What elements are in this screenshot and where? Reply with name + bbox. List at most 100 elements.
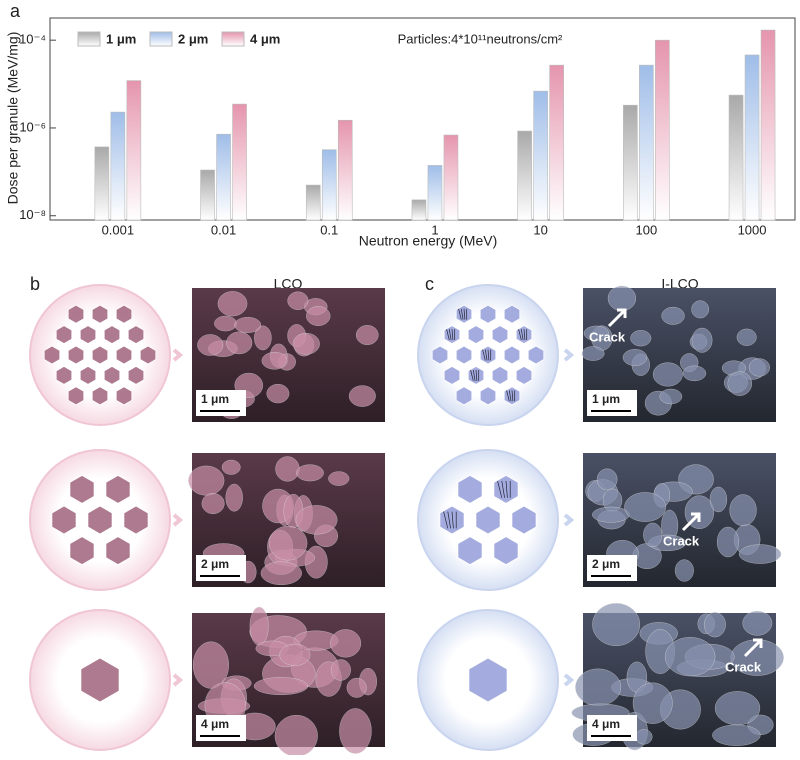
legend-swatch [149, 31, 173, 47]
sem-grain [260, 561, 302, 586]
particle [91, 345, 109, 365]
sem-grain [607, 285, 637, 312]
sem-grain [716, 526, 740, 558]
arrow-chevron [172, 348, 184, 362]
scale-bar-label: 2 μm [592, 557, 620, 571]
particle [127, 325, 145, 345]
particle [139, 345, 157, 365]
x-tick-label: 10 [533, 222, 547, 237]
particle [91, 386, 109, 406]
arrow-chevron [563, 673, 575, 687]
legend-label: 1 μm [106, 31, 136, 46]
sem-grain [592, 506, 630, 523]
particle [67, 304, 85, 324]
sem-grain [192, 641, 230, 689]
plot-frame [49, 17, 796, 221]
y-tick-label: 10⁻⁶ [19, 119, 46, 134]
bar [427, 165, 443, 221]
crack [463, 308, 466, 320]
sem-grain [659, 388, 683, 405]
crack-label: Crack [589, 329, 626, 344]
crack-arrow [681, 512, 701, 532]
y-axis-label: Dose per granule (MeV/mg) [5, 32, 21, 205]
sem-grain [736, 328, 757, 346]
crack [487, 349, 490, 361]
bar [232, 103, 247, 221]
crack [443, 511, 449, 529]
panel-label: a [10, 1, 21, 21]
particle [105, 474, 131, 504]
sem-grain [581, 346, 605, 361]
bar [728, 94, 744, 221]
crack-arrow [743, 638, 763, 658]
sem-grain [691, 300, 710, 319]
sem-grain [664, 637, 716, 677]
bar [533, 90, 548, 221]
bar [337, 119, 353, 221]
x-tick-label: 0.01 [211, 222, 236, 237]
crack [497, 480, 503, 498]
crack [472, 369, 476, 381]
crack [447, 511, 451, 529]
crack-label: Crack [725, 659, 762, 674]
particle [439, 505, 465, 535]
particle [503, 386, 521, 406]
sem-grain [714, 691, 761, 726]
sem-grain [703, 612, 726, 638]
sem-grain [712, 724, 761, 746]
crack [501, 480, 505, 498]
crack-arrow [607, 308, 627, 328]
bar [200, 169, 215, 221]
particle [103, 365, 121, 385]
sem-grain [188, 465, 225, 496]
crack [482, 349, 486, 361]
legend-label: 2 μm [178, 31, 208, 46]
particle [467, 325, 485, 345]
sem-grain [253, 677, 309, 696]
bar [110, 111, 126, 221]
sem-grain [266, 383, 290, 404]
particle [55, 325, 73, 345]
particle [105, 536, 131, 566]
particle [475, 505, 501, 535]
scale-bar-label: 4 μm [592, 717, 620, 731]
sem-grain [328, 471, 350, 486]
sem-grain [575, 668, 622, 706]
crack [458, 308, 462, 320]
particle [67, 386, 85, 406]
sem-grain [355, 325, 379, 346]
crack [523, 329, 526, 341]
particle [431, 345, 449, 365]
bar [639, 64, 654, 221]
sem-grain [742, 610, 773, 636]
sem-grain [226, 331, 253, 355]
x-tick-label: 0.1 [320, 222, 338, 237]
x-tick-label: 1000 [738, 222, 767, 237]
particle [69, 474, 95, 504]
particle [515, 325, 533, 345]
sem-grain [592, 602, 641, 647]
bar [655, 39, 670, 221]
sem-grain [287, 291, 309, 310]
sem-grain [295, 505, 338, 535]
particle [493, 474, 519, 504]
panel-title: I-LCO [661, 276, 698, 292]
sem-grain [234, 317, 262, 333]
sem-grain [217, 291, 248, 317]
sem-grain [643, 522, 663, 548]
sem-grain [197, 334, 224, 356]
sem-grain [682, 365, 707, 382]
bar [126, 80, 142, 221]
particle [455, 304, 473, 324]
particle [457, 474, 483, 504]
bar [744, 54, 760, 221]
particle [69, 536, 95, 566]
y-tick-label: 10⁻⁴ [19, 32, 46, 47]
particle [87, 505, 113, 535]
particle [67, 345, 85, 365]
sem-grain [727, 371, 753, 396]
legend-label: 4 μm [250, 31, 280, 46]
particle [43, 345, 61, 365]
arrow-chevron [172, 513, 184, 527]
sem-grain [330, 659, 351, 681]
